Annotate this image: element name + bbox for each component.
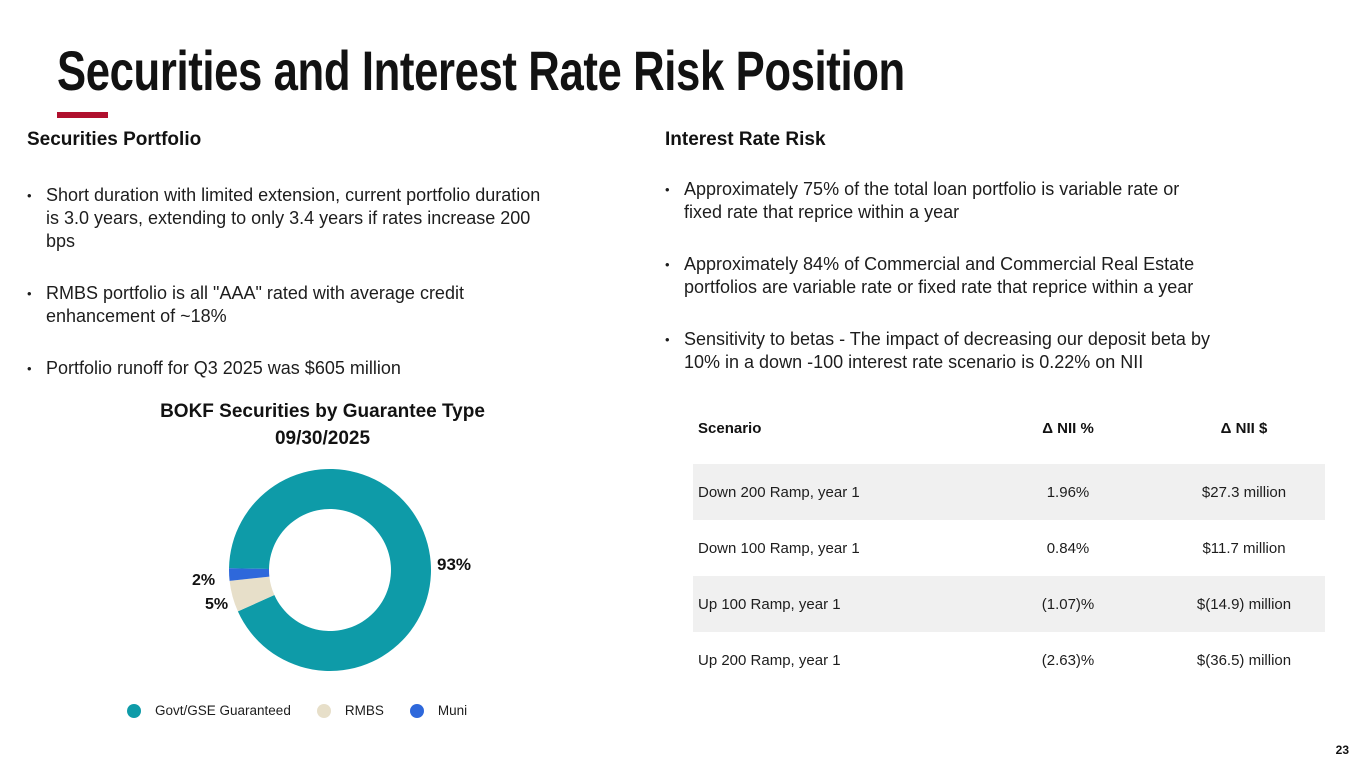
table-header-spacer [693, 451, 1325, 464]
donut-chart [225, 465, 435, 675]
table-header-row: Scenario Δ NII % Δ NII $ [693, 405, 1325, 451]
securities-portfolio-heading: Securities Portfolio [27, 129, 202, 150]
column-header-nii-dollar: Δ NII $ [1220, 419, 1268, 437]
chart-legend: Govt/GSE Guaranteed RMBS Muni [127, 703, 467, 718]
slice-label-rmbs: 5% [205, 596, 229, 613]
column-header-scenario: Scenario [698, 419, 762, 437]
table-row: Down 100 Ramp, year 1 0.84% $11.7 millio… [698, 539, 1286, 557]
bullet-text: Approximately 84% of Commercial and Comm… [684, 254, 1195, 297]
bullet-text: Portfolio runoff for Q3 2025 was $605 mi… [46, 358, 401, 378]
list-item: • Sensitivity to betas - The impact of d… [665, 328, 1325, 374]
bullet-icon: • [27, 188, 32, 203]
chart-title: BOKF Securities by Guarantee Type 09/30/… [160, 401, 485, 449]
bullet-icon: • [665, 182, 670, 197]
donut-svg [229, 468, 432, 671]
list-item: • Approximately 75% of the total loan po… [665, 178, 1325, 224]
page-number: 23 [1335, 743, 1349, 757]
legend-dot [127, 703, 141, 718]
table-row: Up 100 Ramp, year 1 (1.07)% $(14.9) mill… [693, 576, 1325, 632]
column-header-nii-pct: Δ NII % [1042, 419, 1094, 437]
list-item: • RMBS portfolio is all "AAA" rated with… [27, 282, 652, 328]
nii-sensitivity-table: Scenario Δ NII % Δ NII $ Down 200 Ramp, … [693, 405, 1325, 688]
bullet-text: Approximately 75% of the total loan port… [684, 179, 1180, 222]
legend-dot [409, 703, 424, 718]
page-title: Securities and Interest Rate Risk Positi… [57, 39, 905, 102]
bullet-icon: • [665, 257, 670, 272]
bullet-text: RMBS portfolio is all "AAA" rated with a… [46, 283, 464, 326]
list-item: • Portfolio runoff for Q3 2025 was $605 … [27, 357, 652, 380]
securities-bullet-list: • Short duration with limited extension,… [27, 184, 652, 380]
bullet-icon: • [27, 361, 32, 376]
list-item: • Approximately 84% of Commercial and Co… [665, 253, 1325, 299]
bullet-text: Short duration with limited extension, c… [46, 185, 541, 251]
list-item: • Short duration with limited extension,… [27, 184, 652, 253]
bullet-icon: • [665, 332, 670, 347]
table-row: Down 200 Ramp, year 1 1.96% $27.3 millio… [693, 464, 1325, 520]
legend-item: Muni [409, 703, 467, 718]
table-row: Up 200 Ramp, year 1 (2.63)% $(36.5) mill… [698, 651, 1292, 669]
slice-label-govt: 93% [437, 555, 472, 574]
bullet-icon: • [27, 286, 32, 301]
slice-label-muni: 2% [192, 572, 216, 589]
bullet-text: Sensitivity to betas - The impact of dec… [684, 329, 1210, 372]
legend-item: Govt/GSE Guaranteed [127, 703, 291, 718]
legend-dot [316, 703, 331, 718]
title-underline-accent [57, 112, 108, 118]
legend-item: RMBS [316, 703, 384, 718]
interest-rate-risk-bullet-list: • Approximately 75% of the total loan po… [665, 178, 1325, 374]
interest-rate-risk-heading: Interest Rate Risk [665, 129, 826, 150]
